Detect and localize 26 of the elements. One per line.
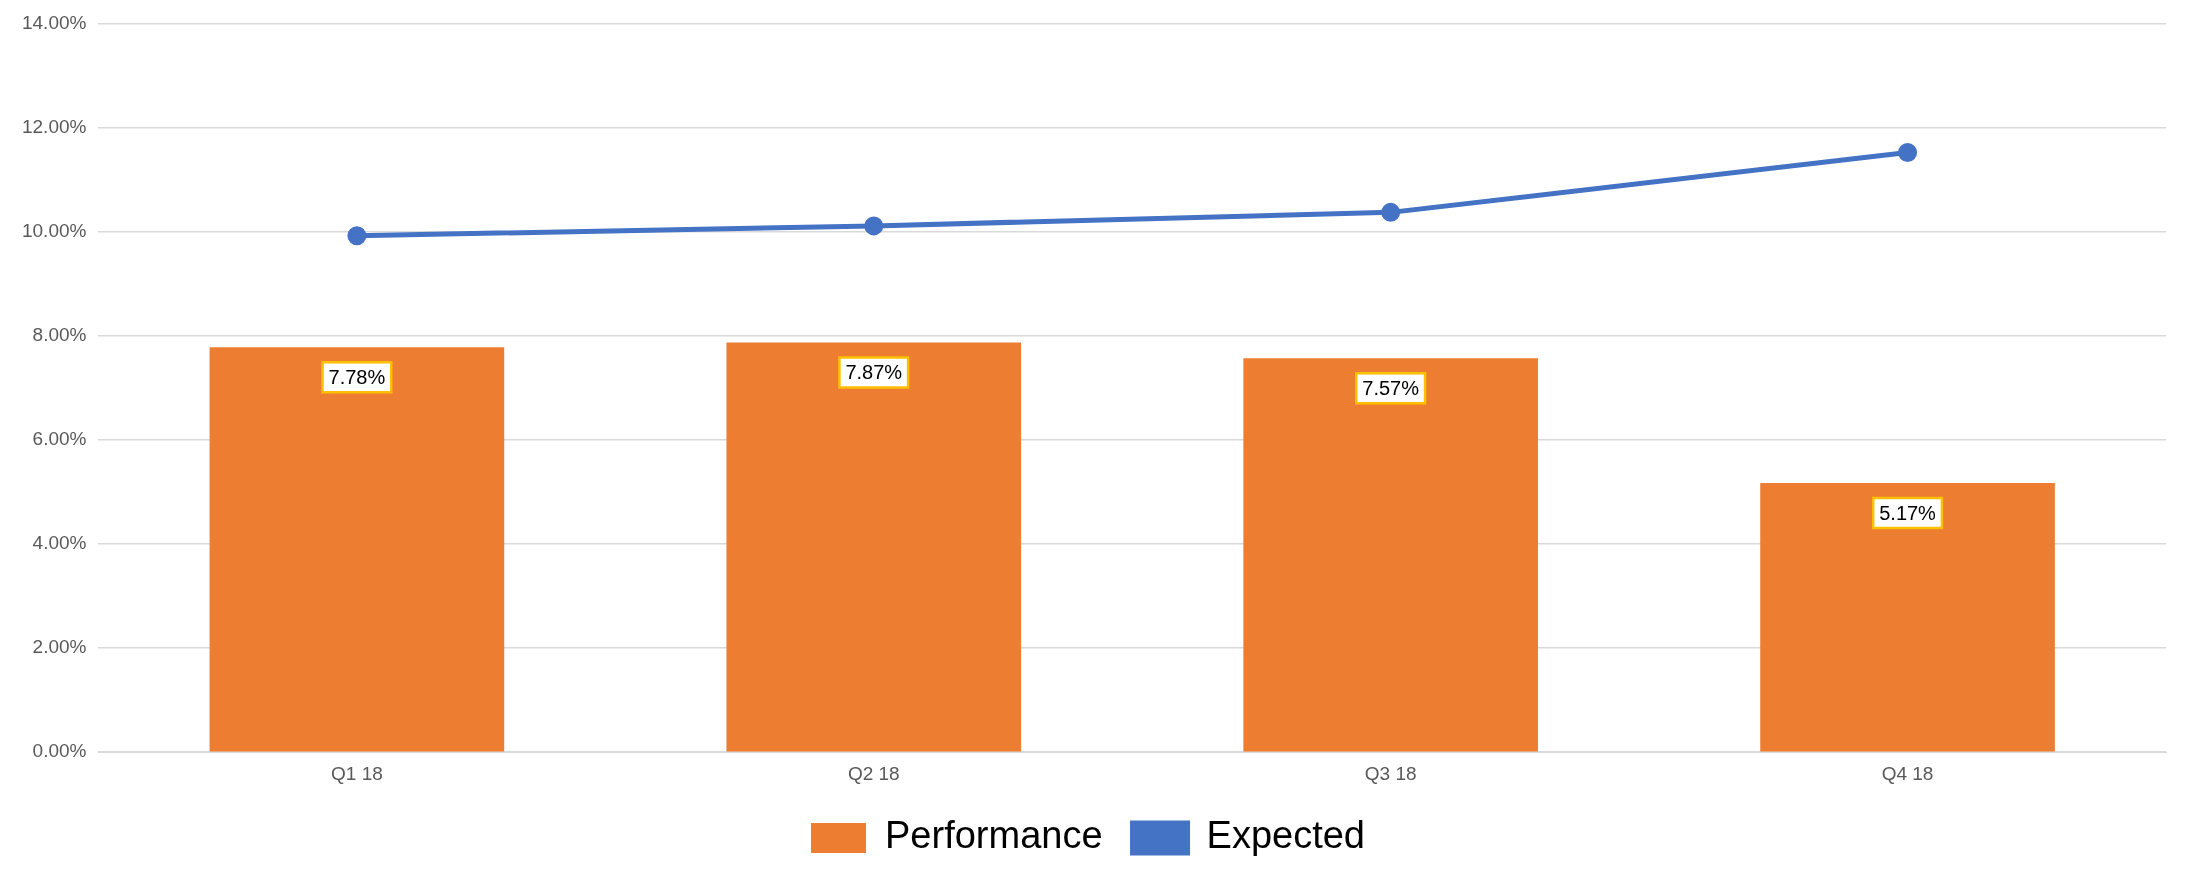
point (1381, 202, 1401, 222)
bar (726, 342, 1022, 752)
data-label: 7.57% (1362, 376, 1420, 399)
legend-label: Expected (1206, 814, 1365, 857)
x-tick-label: Q2 18 (847, 762, 900, 784)
y-tick-label: 4.00% (32, 532, 87, 554)
point (347, 226, 367, 246)
y-tick-label: 2.00% (32, 636, 87, 658)
point (1898, 143, 1918, 162)
y-tick-label: 6.00% (32, 428, 87, 450)
data-label: 5.17% (1879, 501, 1937, 524)
bar (1760, 483, 2055, 752)
x-tick-label: Q3 18 (1364, 762, 1417, 784)
y-tick-label: 14.00% (21, 11, 87, 33)
data-label: 7.78% (328, 365, 386, 388)
bar (209, 347, 505, 752)
data-label: 7.87% (845, 361, 903, 384)
y-tick-label: 12.00% (21, 115, 87, 137)
point (864, 216, 884, 236)
y-tick-label: 0.00% (32, 740, 87, 762)
x-tick-label: Q4 18 (1881, 762, 1934, 784)
y-tick-label: 8.00% (32, 323, 87, 345)
bar (1243, 358, 1538, 752)
x-tick-label: Q1 18 (331, 762, 383, 784)
y-tick-label: 10.00% (21, 219, 87, 241)
legend-label: Performance (885, 814, 1103, 857)
